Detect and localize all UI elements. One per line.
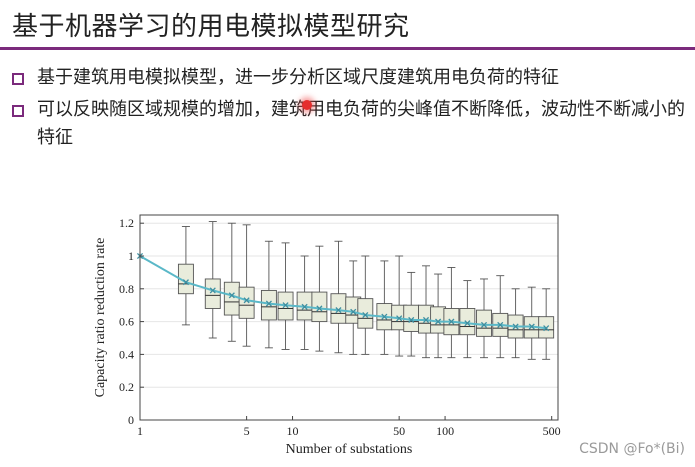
box <box>330 293 347 324</box>
plot-frame <box>139 214 559 421</box>
mean-marker <box>316 305 323 312</box>
mean-marker <box>448 318 455 325</box>
whiskers <box>181 221 551 360</box>
box-plot-chart: 0 0.2 0.4 0.6 0.8 1 1.2 1 5 10 50 100 500 Number of … <box>93 214 561 457</box>
x-tick-label: 50 <box>393 424 405 438</box>
box <box>204 278 221 309</box>
y-tick-label: 0.8 <box>119 282 134 296</box>
y-tick-label: 1.2 <box>119 216 134 230</box>
mean-marker <box>228 292 235 299</box>
axis-ticks: 0 0.2 0.4 0.6 0.8 1 1.2 1 5 10 50 100 500 <box>119 216 561 438</box>
mean-marker <box>422 316 430 324</box>
box <box>238 286 255 319</box>
mean-marker <box>282 302 289 309</box>
mean-marker <box>182 279 189 286</box>
bullet-text: 基于建筑用电模拟模型，进一步分析区域尺度建筑用电负荷的特征 <box>37 67 559 88</box>
y-tick-label: 1 <box>128 249 134 263</box>
mean-series <box>136 252 550 332</box>
watermark: CSDN @Fo*(Bi) <box>579 441 685 457</box>
y-tick-label: 0.2 <box>119 380 134 394</box>
mean-marker <box>464 320 471 327</box>
mean-marker <box>497 321 504 328</box>
laser-pointer-icon <box>302 100 312 110</box>
title-divider <box>0 47 695 50</box>
bullet-list: 基于建筑用电模拟模型，进一步分析区域尺度建筑用电负荷的特征 可以反映随区域规模的… <box>12 64 692 152</box>
y-tick-label: 0.4 <box>119 347 134 361</box>
mean-marker <box>408 316 415 324</box>
x-tick-label: 100 <box>436 424 454 438</box>
x-tick-label: 5 <box>244 424 250 438</box>
mean-marker <box>435 318 442 325</box>
y-tick-label: 0.6 <box>119 315 134 329</box>
mean-line <box>139 255 547 330</box>
mean-marker <box>265 300 272 307</box>
slide-title: 基于机器学习的用电模拟模型研究 <box>12 12 410 42</box>
bullet-item: 可以反映随区域规模的增加，建筑用电负荷的尖峰值不断降低，波动性不断减小的特征 <box>12 96 692 152</box>
mean-marker <box>480 321 488 328</box>
bullet-item: 基于建筑用电模拟模型，进一步分析区域尺度建筑用电负荷的特征 <box>12 64 692 92</box>
mean-marker <box>209 287 216 294</box>
mean-marker <box>396 315 403 322</box>
mean-marker <box>362 311 369 319</box>
y-tick-label: 0 <box>128 413 134 427</box>
x-tick-label: 500 <box>543 424 561 438</box>
x-tick-label: 1 <box>137 424 143 438</box>
box <box>311 291 328 323</box>
box <box>260 289 277 321</box>
mean-marker <box>543 325 550 332</box>
mean-marker <box>512 323 519 330</box>
box <box>223 281 240 316</box>
square-bullet-icon <box>12 73 24 85</box>
square-bullet-icon <box>12 105 24 117</box>
mean-marker <box>381 313 388 320</box>
mean-marker <box>301 303 308 310</box>
mean-marker <box>243 297 250 304</box>
x-tick-label: 10 <box>287 424 299 438</box>
mean-marker <box>528 323 535 330</box>
y-axis-title: Capacity ratio reduction rate <box>93 238 108 398</box>
mean-marker <box>335 307 342 314</box>
x-axis-title: Number of substations <box>286 442 413 457</box>
bullet-text: 可以反映随区域规模的增加，建筑用电负荷的尖峰值不断降低，波动性不断减小的特征 <box>37 99 685 148</box>
mean-marker <box>350 308 357 315</box>
box <box>476 309 492 337</box>
box <box>459 308 476 336</box>
